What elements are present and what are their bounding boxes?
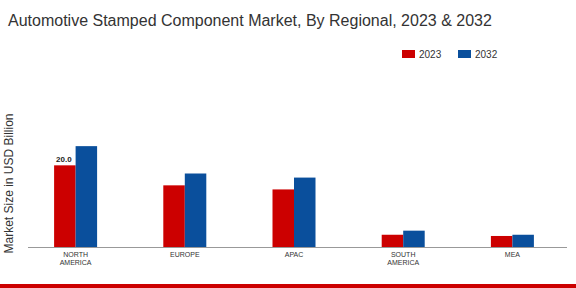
x-tick-label: EUROPE <box>170 251 200 258</box>
x-tick-label-line: SOUTH <box>391 251 416 258</box>
bar <box>403 231 425 247</box>
x-tick-label-line: MEA <box>505 251 521 258</box>
legend-swatch <box>458 50 471 58</box>
legend-swatch <box>402 50 415 58</box>
bar <box>294 178 316 247</box>
x-tick-label: NORTHAMERICA <box>60 251 92 266</box>
legend-item: 2023 <box>402 49 442 60</box>
bar <box>76 146 98 247</box>
chart-svg: Automotive Stamped Component Market, By … <box>0 0 576 288</box>
x-tick-label-line: APAC <box>285 251 304 258</box>
data-label: 20.0 <box>56 155 72 164</box>
x-tick-label-line: AMERICA <box>387 259 419 266</box>
bars <box>54 146 534 247</box>
x-axis-line <box>28 247 567 248</box>
legend-label: 2023 <box>419 49 442 60</box>
x-tick-label-line: NORTH <box>63 251 88 258</box>
x-tick-label: MEA <box>505 251 521 258</box>
y-axis-label: Market Size in USD Billion <box>2 113 16 253</box>
bar <box>54 165 76 247</box>
x-tick-label: APAC <box>285 251 304 258</box>
bar <box>491 236 513 247</box>
bar <box>273 189 295 247</box>
legend-label: 2032 <box>475 49 498 60</box>
legend-item: 2032 <box>458 49 498 60</box>
chart-container: Automotive Stamped Component Market, By … <box>0 0 576 288</box>
bar <box>382 235 404 247</box>
bottom-strip <box>0 284 576 288</box>
bar <box>185 174 207 248</box>
x-tick-label: SOUTHAMERICA <box>387 251 419 266</box>
bar <box>163 185 185 247</box>
title: Automotive Stamped Component Market, By … <box>8 12 492 29</box>
x-tick-label-line: AMERICA <box>60 259 92 266</box>
bar <box>512 235 534 247</box>
data-labels: 20.0 <box>56 155 72 164</box>
x-tick-label-line: EUROPE <box>170 251 200 258</box>
